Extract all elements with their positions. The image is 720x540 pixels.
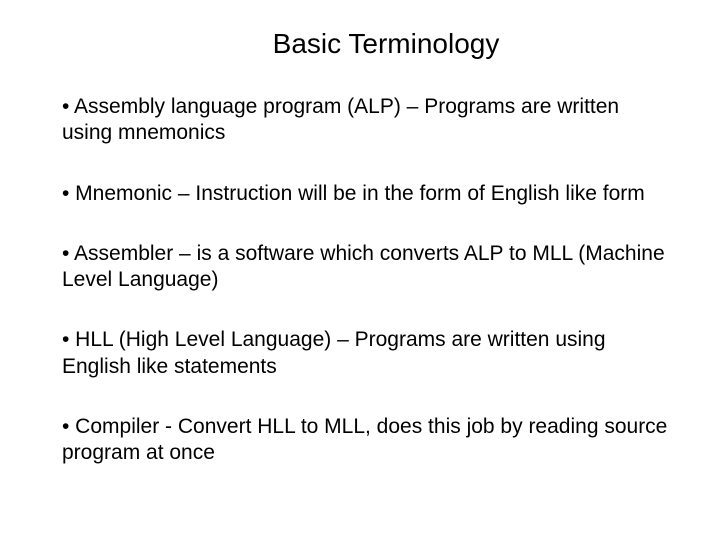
slide-title: Basic Terminology: [62, 28, 670, 60]
bullet-item: • Compiler - Convert HLL to MLL, does th…: [62, 414, 670, 467]
bullet-item: • Mnemonic – Instruction will be in the …: [62, 181, 670, 207]
bullet-item: • HLL (High Level Language) – Programs a…: [62, 327, 670, 380]
bullet-item: • Assembly language program (ALP) – Prog…: [62, 94, 670, 147]
bullet-item: • Assembler – is a software which conver…: [62, 241, 670, 294]
slide-container: Basic Terminology • Assembly language pr…: [0, 0, 720, 540]
